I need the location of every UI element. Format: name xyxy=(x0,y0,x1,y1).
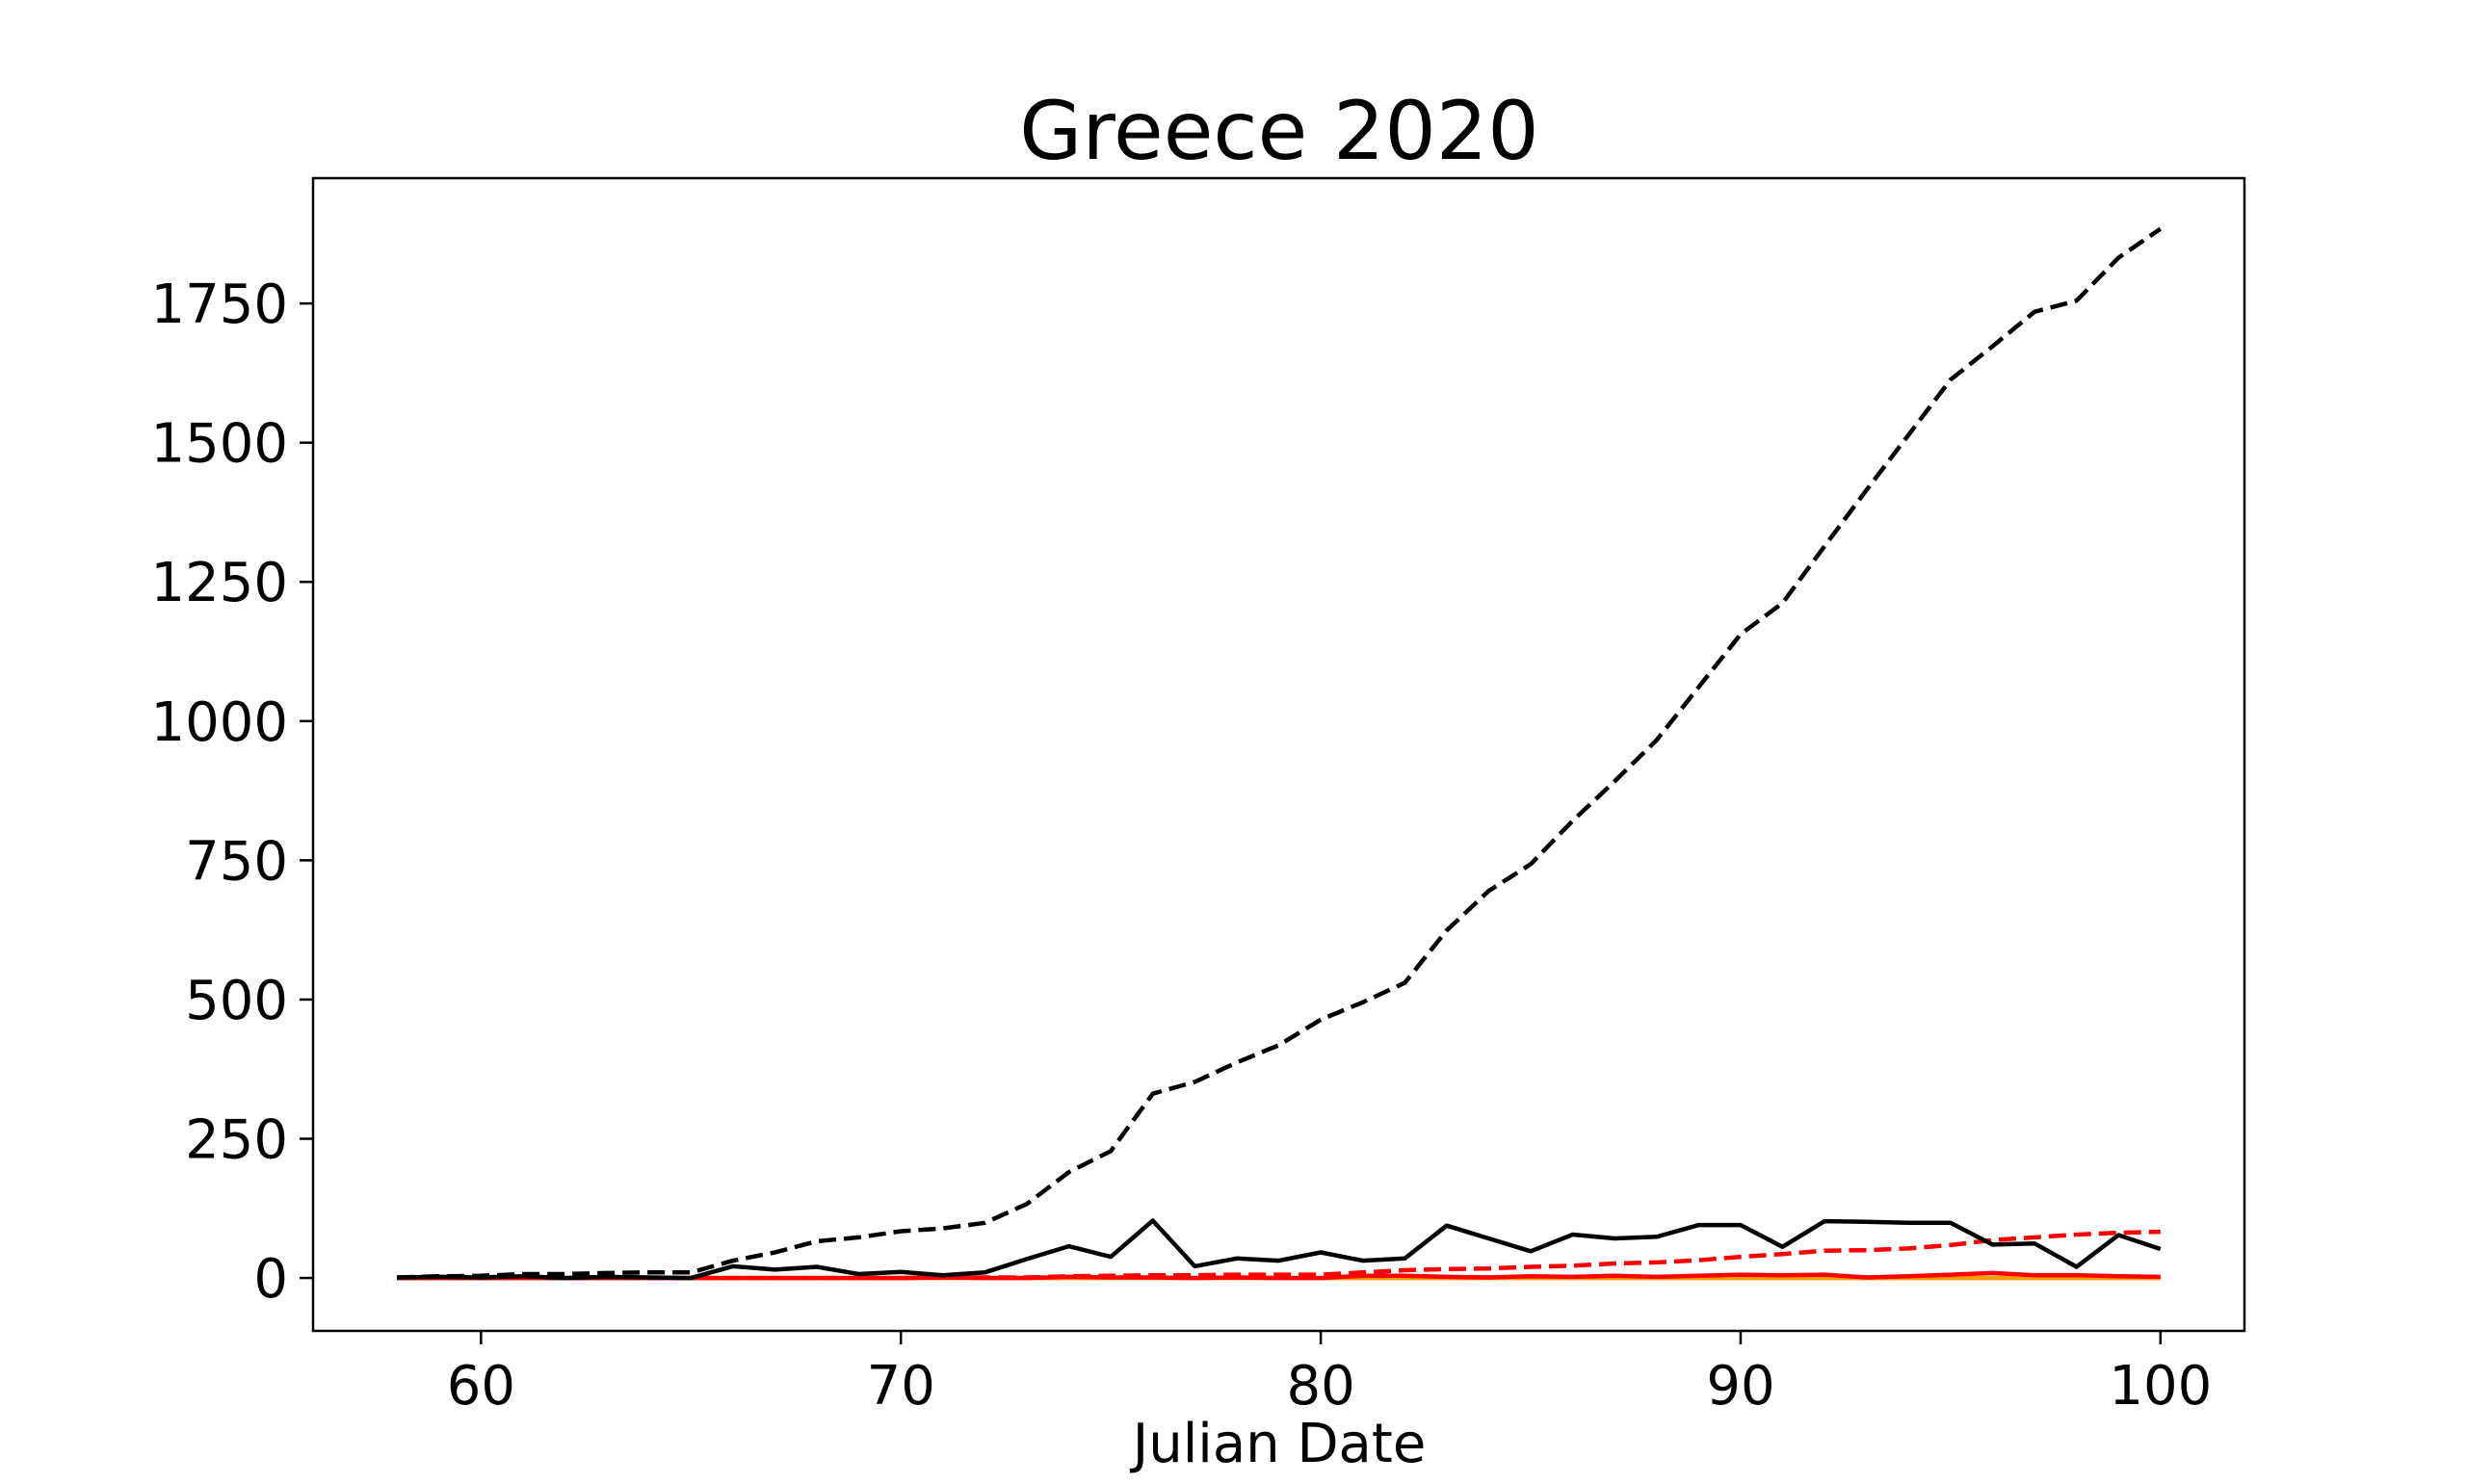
y-tick-label: 500 xyxy=(185,970,288,1032)
x-axis: 60 70 80 90 100 xyxy=(447,1331,2212,1418)
y-axis: 0 250 500 750 1000 1250 1500 1750 xyxy=(150,273,313,1311)
y-tick-label: 0 xyxy=(253,1248,288,1311)
series-layer xyxy=(397,226,2163,1281)
x-tick-label: 90 xyxy=(1706,1355,1774,1418)
chart-title: Greece 2020 xyxy=(1019,84,1538,178)
axes-frame xyxy=(311,176,2246,1333)
y-tick-label: 1000 xyxy=(150,691,288,754)
y-tick-label: 750 xyxy=(185,830,288,893)
y-tick-label: 250 xyxy=(185,1109,288,1172)
x-tick-label: 70 xyxy=(867,1355,935,1418)
x-tick-label: 80 xyxy=(1286,1355,1354,1418)
series-line-1 xyxy=(397,1218,2162,1281)
x-axis-label: Julian Date xyxy=(1130,1413,1427,1475)
series-line-0 xyxy=(397,226,2163,1280)
y-tick-label: 1750 xyxy=(150,273,288,336)
y-tick-label: 1250 xyxy=(150,552,288,614)
series-line-2 xyxy=(397,1229,2161,1281)
x-tick-label: 100 xyxy=(2109,1355,2212,1418)
x-tick-label: 60 xyxy=(447,1355,515,1418)
y-tick-label: 1500 xyxy=(150,413,288,476)
